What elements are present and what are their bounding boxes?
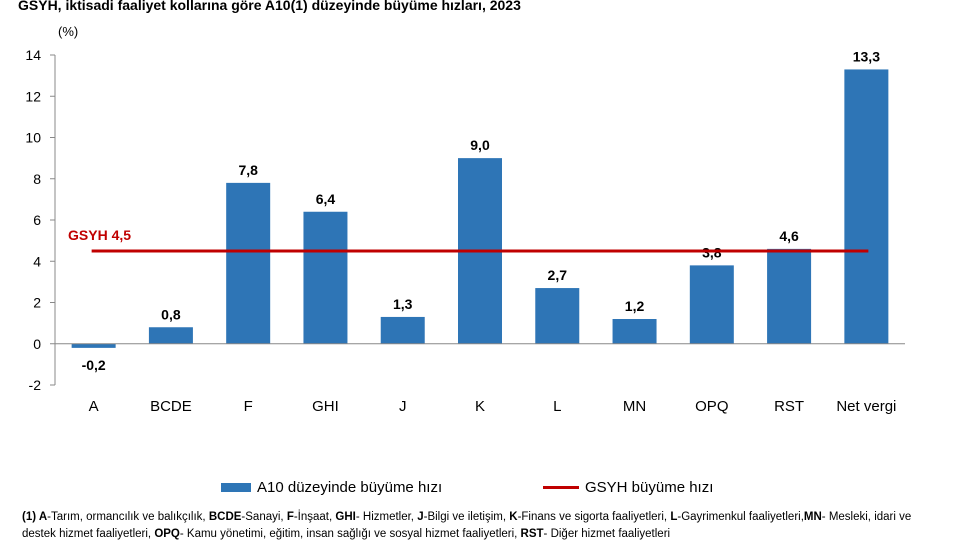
- chart-title: GSYH, iktisadi faaliyet kollarına göre A…: [18, 0, 521, 13]
- legend: A10 düzeyinde büyüme hızı GSYH büyüme hı…: [0, 479, 956, 499]
- footnote-text: - Diğer hizmet faaliyetleri: [543, 528, 671, 540]
- legend-label-bars: A10 düzeyinde büyüme hızı: [257, 479, 443, 496]
- footnote-code: RST: [520, 528, 544, 540]
- bar: [612, 319, 657, 344]
- footnote-code: GHI: [335, 511, 356, 523]
- footnote-text: - Kamu yönetimi, eğitim, insan sağlığı v…: [179, 528, 521, 540]
- bar-chart: (%) -2 0 2 4 6 8 10 12 14 -0,2 0,8 7,8 6,4 1,3 9,0 2,7…: [25, 24, 905, 415]
- bar-series: -0,20,87,86,41,39,02,71,23,84,613,3: [71, 48, 889, 373]
- legend-swatch-bar: [221, 483, 251, 492]
- reference-line: GSYH 4,5: [68, 227, 869, 253]
- data-label: -0,2: [82, 357, 106, 373]
- data-label: 1,2: [625, 298, 645, 314]
- footnote-code: OPQ: [154, 528, 180, 540]
- footnote-text: -Sanayi,: [241, 511, 287, 523]
- footnote-text: -Tarım, ormancılık ve balıkçılık,: [47, 511, 209, 523]
- bar: [71, 343, 116, 348]
- footnote-text: -Bilgi ve iletişim,: [423, 511, 510, 523]
- y-tick-label: 12: [25, 88, 41, 104]
- data-label: 9,0: [470, 137, 490, 153]
- data-label: 13,3: [853, 48, 880, 64]
- data-label: 0,8: [161, 306, 181, 322]
- x-axis: A BCDE F GHI J K L MN OPQ RST Net vergi: [55, 343, 905, 415]
- y-tick-label: 4: [33, 253, 41, 269]
- bar: [303, 211, 348, 344]
- y-axis-unit: (%): [58, 24, 78, 39]
- x-tick-label: J: [399, 398, 407, 415]
- y-tick-label: 2: [33, 295, 41, 311]
- x-tick-label: L: [553, 398, 561, 415]
- bar: [226, 182, 271, 344]
- bar: [844, 69, 889, 344]
- x-tick-label: A: [89, 398, 99, 415]
- footnote-text: -Finans ve sigorta faaliyetleri,: [517, 511, 671, 523]
- gsyh-label: GSYH 4,5: [68, 227, 131, 243]
- y-tick-label: -2: [29, 377, 42, 393]
- footnote-code: L: [670, 511, 678, 523]
- x-tick-label: GHI: [312, 398, 339, 415]
- x-tick-label: OPQ: [695, 398, 728, 415]
- footnote: (1) A-Tarım, ormancılık ve balıkçılık, B…: [22, 509, 942, 543]
- data-label: 1,3: [393, 296, 413, 312]
- y-tick-label: 14: [25, 47, 41, 63]
- footnote-text: - Hizmetler,: [355, 511, 418, 523]
- x-tick-label: BCDE: [150, 398, 192, 415]
- y-tick-label: 6: [33, 212, 41, 228]
- bar: [767, 248, 812, 344]
- data-label: 4,6: [779, 228, 799, 244]
- x-tick-label: MN: [623, 398, 646, 415]
- bar: [535, 288, 580, 344]
- legend-swatch-line: [543, 486, 579, 489]
- footnote-code: F: [286, 511, 294, 523]
- legend-item-bars: A10 düzeyinde büyüme hızı: [221, 479, 442, 496]
- footnote-code: MN: [803, 511, 822, 523]
- x-tick-label: K: [475, 398, 485, 415]
- footnote-code: J: [417, 511, 424, 523]
- footnote-code: K: [509, 511, 518, 523]
- footnote-code: BCDE: [208, 511, 242, 523]
- y-tick-label: 0: [33, 336, 41, 352]
- y-tick-label: 8: [33, 171, 41, 187]
- legend-label-line: GSYH büyüme hızı: [585, 479, 714, 496]
- footnote-code: (1) A: [22, 511, 48, 523]
- x-tick-label: F: [244, 398, 253, 415]
- footnote-text: -Gayrimenkul faaliyetleri,: [677, 511, 804, 523]
- y-tick-label: 10: [25, 130, 41, 146]
- x-tick-label: Net vergi: [836, 398, 896, 415]
- legend-item-line: GSYH büyüme hızı: [543, 479, 713, 496]
- data-label: 2,7: [548, 267, 568, 283]
- data-label: 7,8: [238, 162, 258, 178]
- footnote-text: -İnşaat,: [293, 511, 336, 523]
- bar: [148, 327, 193, 344]
- data-label: 6,4: [316, 191, 336, 207]
- y-axis: -2 0 2 4 6 8 10 12 14: [25, 47, 56, 393]
- bar: [380, 316, 425, 344]
- x-tick-label: RST: [774, 398, 804, 415]
- bar: [689, 265, 734, 344]
